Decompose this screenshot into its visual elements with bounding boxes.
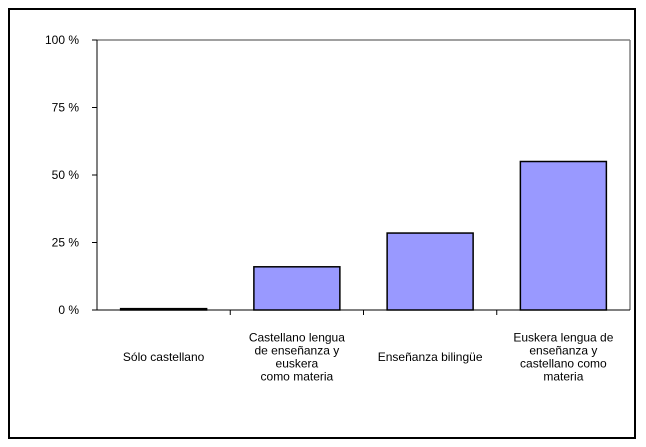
y-tick-label: 100 %: [45, 33, 79, 47]
bar: [519, 160, 608, 311]
chart-axes: [92, 39, 630, 315]
y-tick-label: 75 %: [52, 101, 80, 115]
chart-labels: 0 % 25 % 50 % 75 % 100 % Sólo castellano Caste…: [45, 33, 614, 384]
x-category-label: Euskera lengua de enseñanza y castellano c…: [513, 331, 613, 384]
x-category-label: Sólo castellano: [123, 350, 205, 364]
y-tick-label: 0 %: [58, 303, 79, 317]
chart-bars: [119, 160, 608, 311]
x-category-label: Castellano lengua de enseñanza y euskera co…: [249, 331, 345, 384]
x-category-label: Enseñanza bilingüe: [378, 350, 483, 364]
y-tick-label: 25 %: [52, 236, 80, 250]
bar: [386, 232, 474, 311]
bar: [253, 266, 341, 311]
chart-plot-area: [97, 39, 631, 310]
y-tick-label: 50 %: [52, 168, 80, 182]
